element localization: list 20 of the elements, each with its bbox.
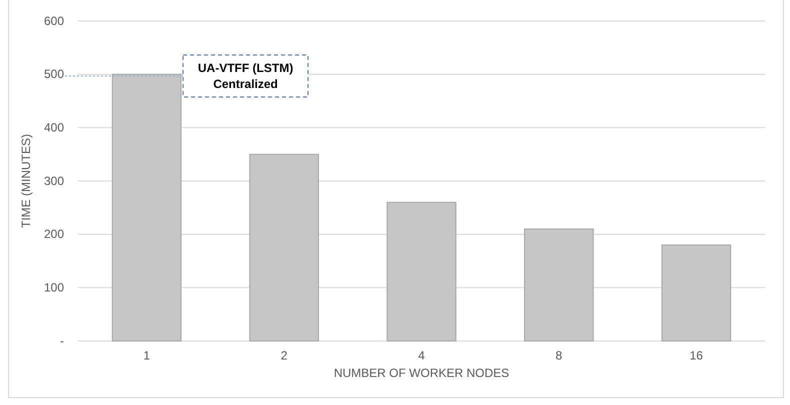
bar [112,74,182,342]
y-tick-label: 400 [44,120,64,135]
y-tick-label: 100 [44,280,64,295]
x-tick-label: 4 [418,348,426,363]
y-axis-title: TIME (MINUTES) [19,134,33,228]
y-tick-label: 200 [44,227,64,242]
y-tick-label: 500 [44,67,64,82]
bar [661,244,732,342]
x-tick-label: 1 [143,348,150,363]
x-tick-label: 8 [556,348,563,363]
x-axis-title: NUMBER OF WORKER NODES [334,366,510,380]
y-tick-label: - [60,334,64,348]
x-tick-label: 2 [280,348,288,363]
bar [249,154,319,342]
bar [524,228,594,342]
y-tick-label: 300 [44,174,64,188]
y-tick-label: 600 [44,14,64,28]
annotation: UA-VTFF (LSTM) Centralized [198,61,294,91]
bar [386,202,456,342]
x-tick-label: 16 [690,348,704,363]
